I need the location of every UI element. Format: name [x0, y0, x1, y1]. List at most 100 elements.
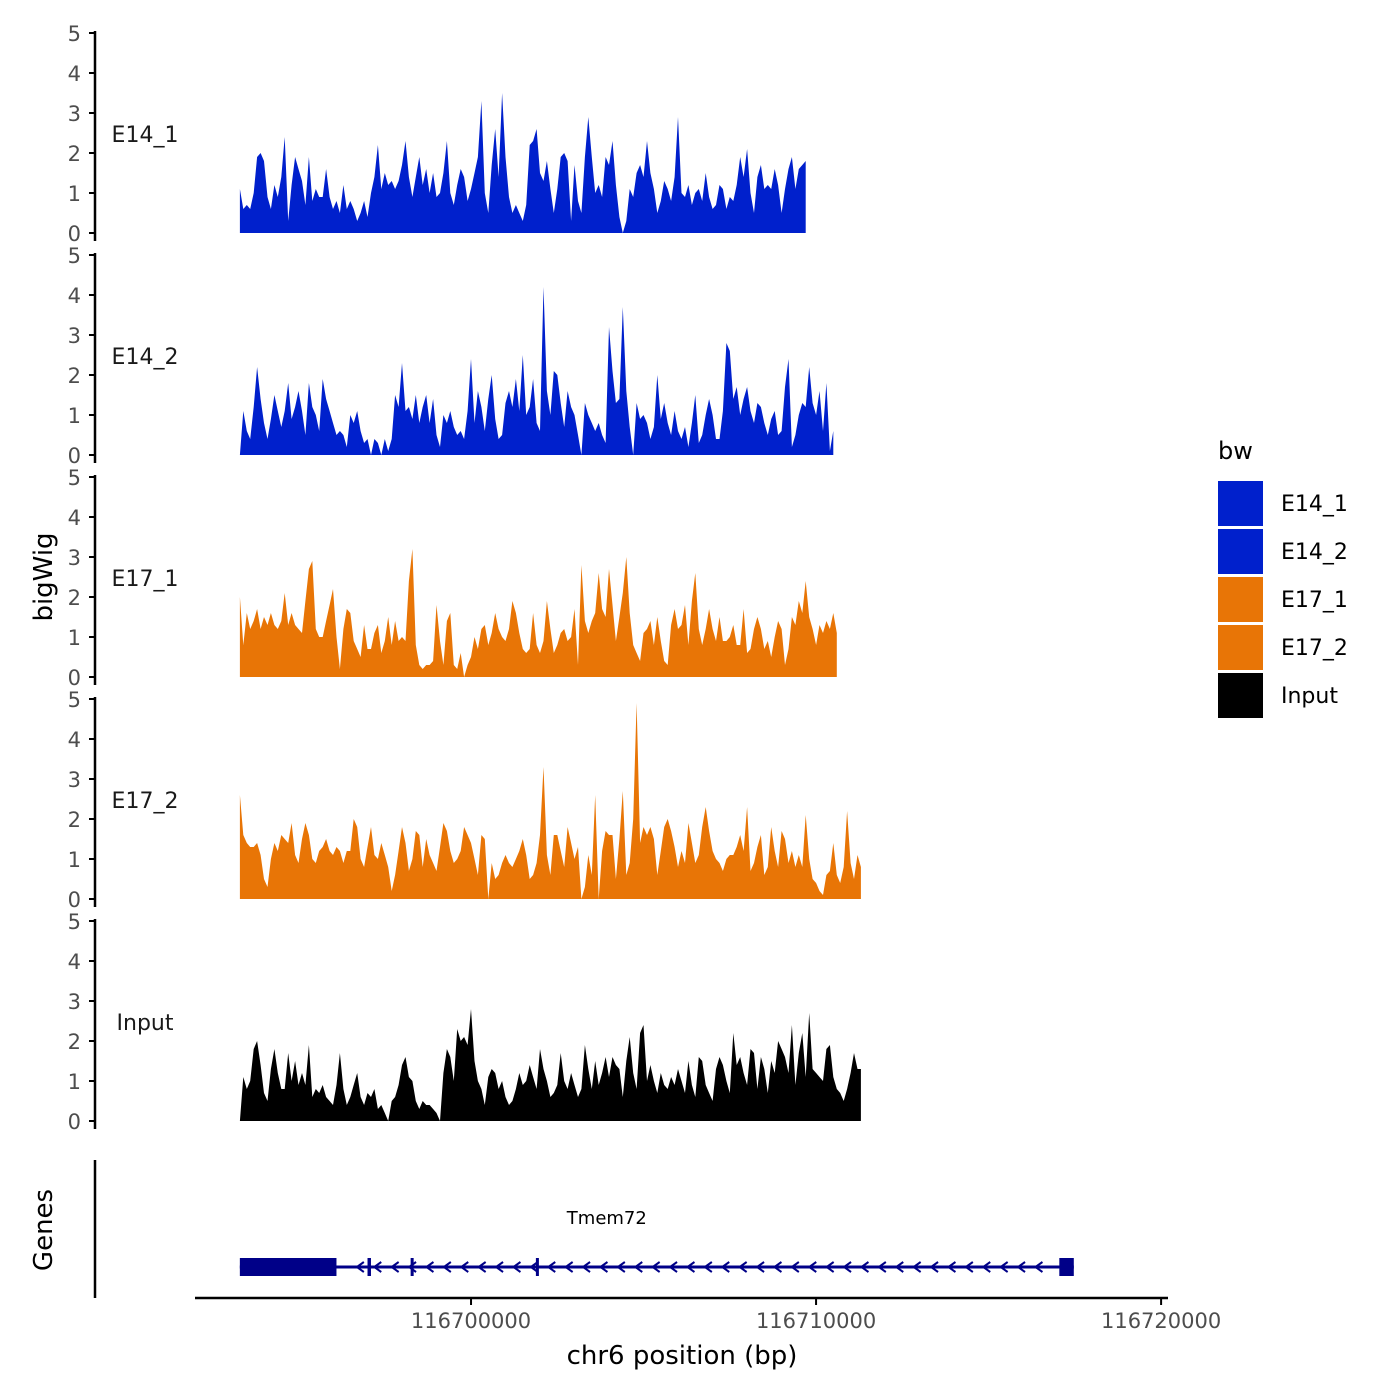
- exon-block: [410, 1258, 414, 1276]
- exon-block: [239, 1258, 337, 1276]
- legend-title: bw: [1218, 437, 1253, 465]
- strand-arrow: [755, 1261, 765, 1273]
- y-tick-label: 2: [68, 586, 81, 610]
- strand-arrow: [668, 1261, 678, 1273]
- strand-arrow: [372, 1261, 382, 1273]
- coverage-area-E14_1: [239, 93, 806, 233]
- y-tick-label: 4: [68, 62, 81, 86]
- strand-arrow: [494, 1261, 504, 1273]
- x-tick-label: 116700000: [411, 1309, 531, 1333]
- track-label: E14_2: [112, 345, 179, 370]
- y-tick-label: 0: [68, 222, 81, 246]
- x-tick-label: 116710000: [756, 1309, 876, 1333]
- strand-arrow: [981, 1261, 991, 1273]
- strand-arrow: [616, 1261, 626, 1273]
- track-label: E17_2: [112, 789, 179, 814]
- track-Input: 0 1 2 3 4 5 Input: [68, 910, 861, 1134]
- strand-arrow: [563, 1261, 574, 1273]
- y-tick-label: 5: [68, 910, 81, 934]
- gene-track-panel: Tmem72: [93, 1160, 1074, 1298]
- gene-name-label: Tmem72: [566, 1208, 647, 1229]
- track-label: E14_1: [112, 123, 179, 148]
- strand-arrow: [581, 1261, 591, 1273]
- strand-arrow: [929, 1261, 939, 1273]
- y-tick-label: 0: [68, 444, 81, 468]
- strand-arrow: [720, 1261, 730, 1273]
- strand-arrow: [529, 1261, 539, 1273]
- strand-arrow: [877, 1261, 887, 1273]
- y-tick-label: 4: [68, 950, 81, 974]
- y-tick-label: 4: [68, 284, 81, 308]
- y-tick-label: 1: [68, 848, 81, 872]
- strand-arrow: [355, 1261, 365, 1273]
- exon-block: [367, 1258, 371, 1276]
- strand-arrow: [772, 1261, 783, 1273]
- legend-swatch-E14_2: [1218, 529, 1263, 574]
- y-tick-label: 5: [68, 466, 81, 490]
- strand-arrow: [737, 1261, 748, 1273]
- strand-arrow: [894, 1261, 904, 1273]
- y-tick-label: 1: [68, 626, 81, 650]
- y-tick-label: 3: [68, 546, 81, 570]
- y-tick-label: 2: [68, 364, 81, 388]
- strand-arrow: [442, 1261, 452, 1273]
- strand-arrow: [859, 1261, 870, 1273]
- legend-swatch-Input: [1218, 673, 1263, 718]
- strand-arrow: [964, 1261, 974, 1273]
- strand-arrow: [1033, 1261, 1044, 1273]
- coverage-area-E17_2: [239, 703, 861, 899]
- legend-label: E17_2: [1281, 636, 1348, 661]
- strand-arrow: [424, 1261, 435, 1273]
- exon-block: [535, 1258, 539, 1276]
- track-panels: 0 1 2 3 4 5 E14_1 0 1 2 3 4 5 E14_2 0 1 2 3 4 5 E17_1 0 1 2 3 4 5 E…: [68, 22, 861, 1134]
- track-E17_1: 0 1 2 3 4 5 E17_1: [68, 466, 837, 690]
- track-label: Input: [117, 1011, 174, 1036]
- track-E17_2: 0 1 2 3 4 5 E17_2: [68, 688, 861, 912]
- y-tick-label: 3: [68, 324, 81, 348]
- strand-arrow: [407, 1261, 417, 1273]
- strand-arrow: [633, 1261, 643, 1273]
- legend: bw E14_1 E14_2 E17_1 E17_2 Input: [1218, 437, 1348, 718]
- y-tick-label: 5: [68, 22, 81, 46]
- strand-arrow: [546, 1261, 556, 1273]
- legend-label: E14_2: [1281, 540, 1348, 565]
- exon-block: [1059, 1258, 1074, 1276]
- y-tick-label: 1: [68, 182, 81, 206]
- y-tick-label: 5: [68, 688, 81, 712]
- y-axis-title: bigWig: [29, 532, 59, 621]
- x-axis: 116700000 116710000 116720000: [195, 1296, 1221, 1333]
- x-axis-title: chr6 position (bp): [567, 1341, 798, 1371]
- strand-arrow: [1016, 1261, 1026, 1273]
- legend-label: Input: [1281, 684, 1338, 709]
- strand-arrow: [790, 1261, 800, 1273]
- y-tick-label: 5: [68, 244, 81, 268]
- legend-swatch-E17_1: [1218, 577, 1263, 622]
- strand-arrow: [807, 1261, 817, 1273]
- strand-arrow: [842, 1261, 852, 1273]
- strand-arrow: [824, 1261, 835, 1273]
- legend-swatch-E14_1: [1218, 481, 1263, 526]
- coverage-area-E14_2: [239, 287, 834, 455]
- legend-label: E14_1: [1281, 492, 1348, 517]
- strand-arrow: [946, 1261, 957, 1273]
- legend-swatch-E17_2: [1218, 625, 1263, 670]
- y-tick-label: 1: [68, 404, 81, 428]
- legend-label: E17_1: [1281, 588, 1348, 613]
- y-tick-label: 3: [68, 768, 81, 792]
- y-tick-label: 2: [68, 1030, 81, 1054]
- y-tick-label: 0: [68, 666, 81, 690]
- y-tick-label: 0: [68, 1110, 81, 1134]
- strand-arrow: [703, 1261, 713, 1273]
- strand-arrow: [459, 1261, 469, 1273]
- strand-arrow: [911, 1261, 922, 1273]
- strand-arrow: [998, 1261, 1009, 1273]
- y-tick-label: 3: [68, 102, 81, 126]
- track-label: E17_1: [112, 567, 179, 592]
- strand-arrow: [650, 1261, 661, 1273]
- y-tick-label: 2: [68, 142, 81, 166]
- coverage-area-Input: [239, 1009, 861, 1121]
- y-tick-label: 4: [68, 728, 81, 752]
- coverage-area-E17_1: [239, 549, 837, 677]
- y-tick-label: 2: [68, 808, 81, 832]
